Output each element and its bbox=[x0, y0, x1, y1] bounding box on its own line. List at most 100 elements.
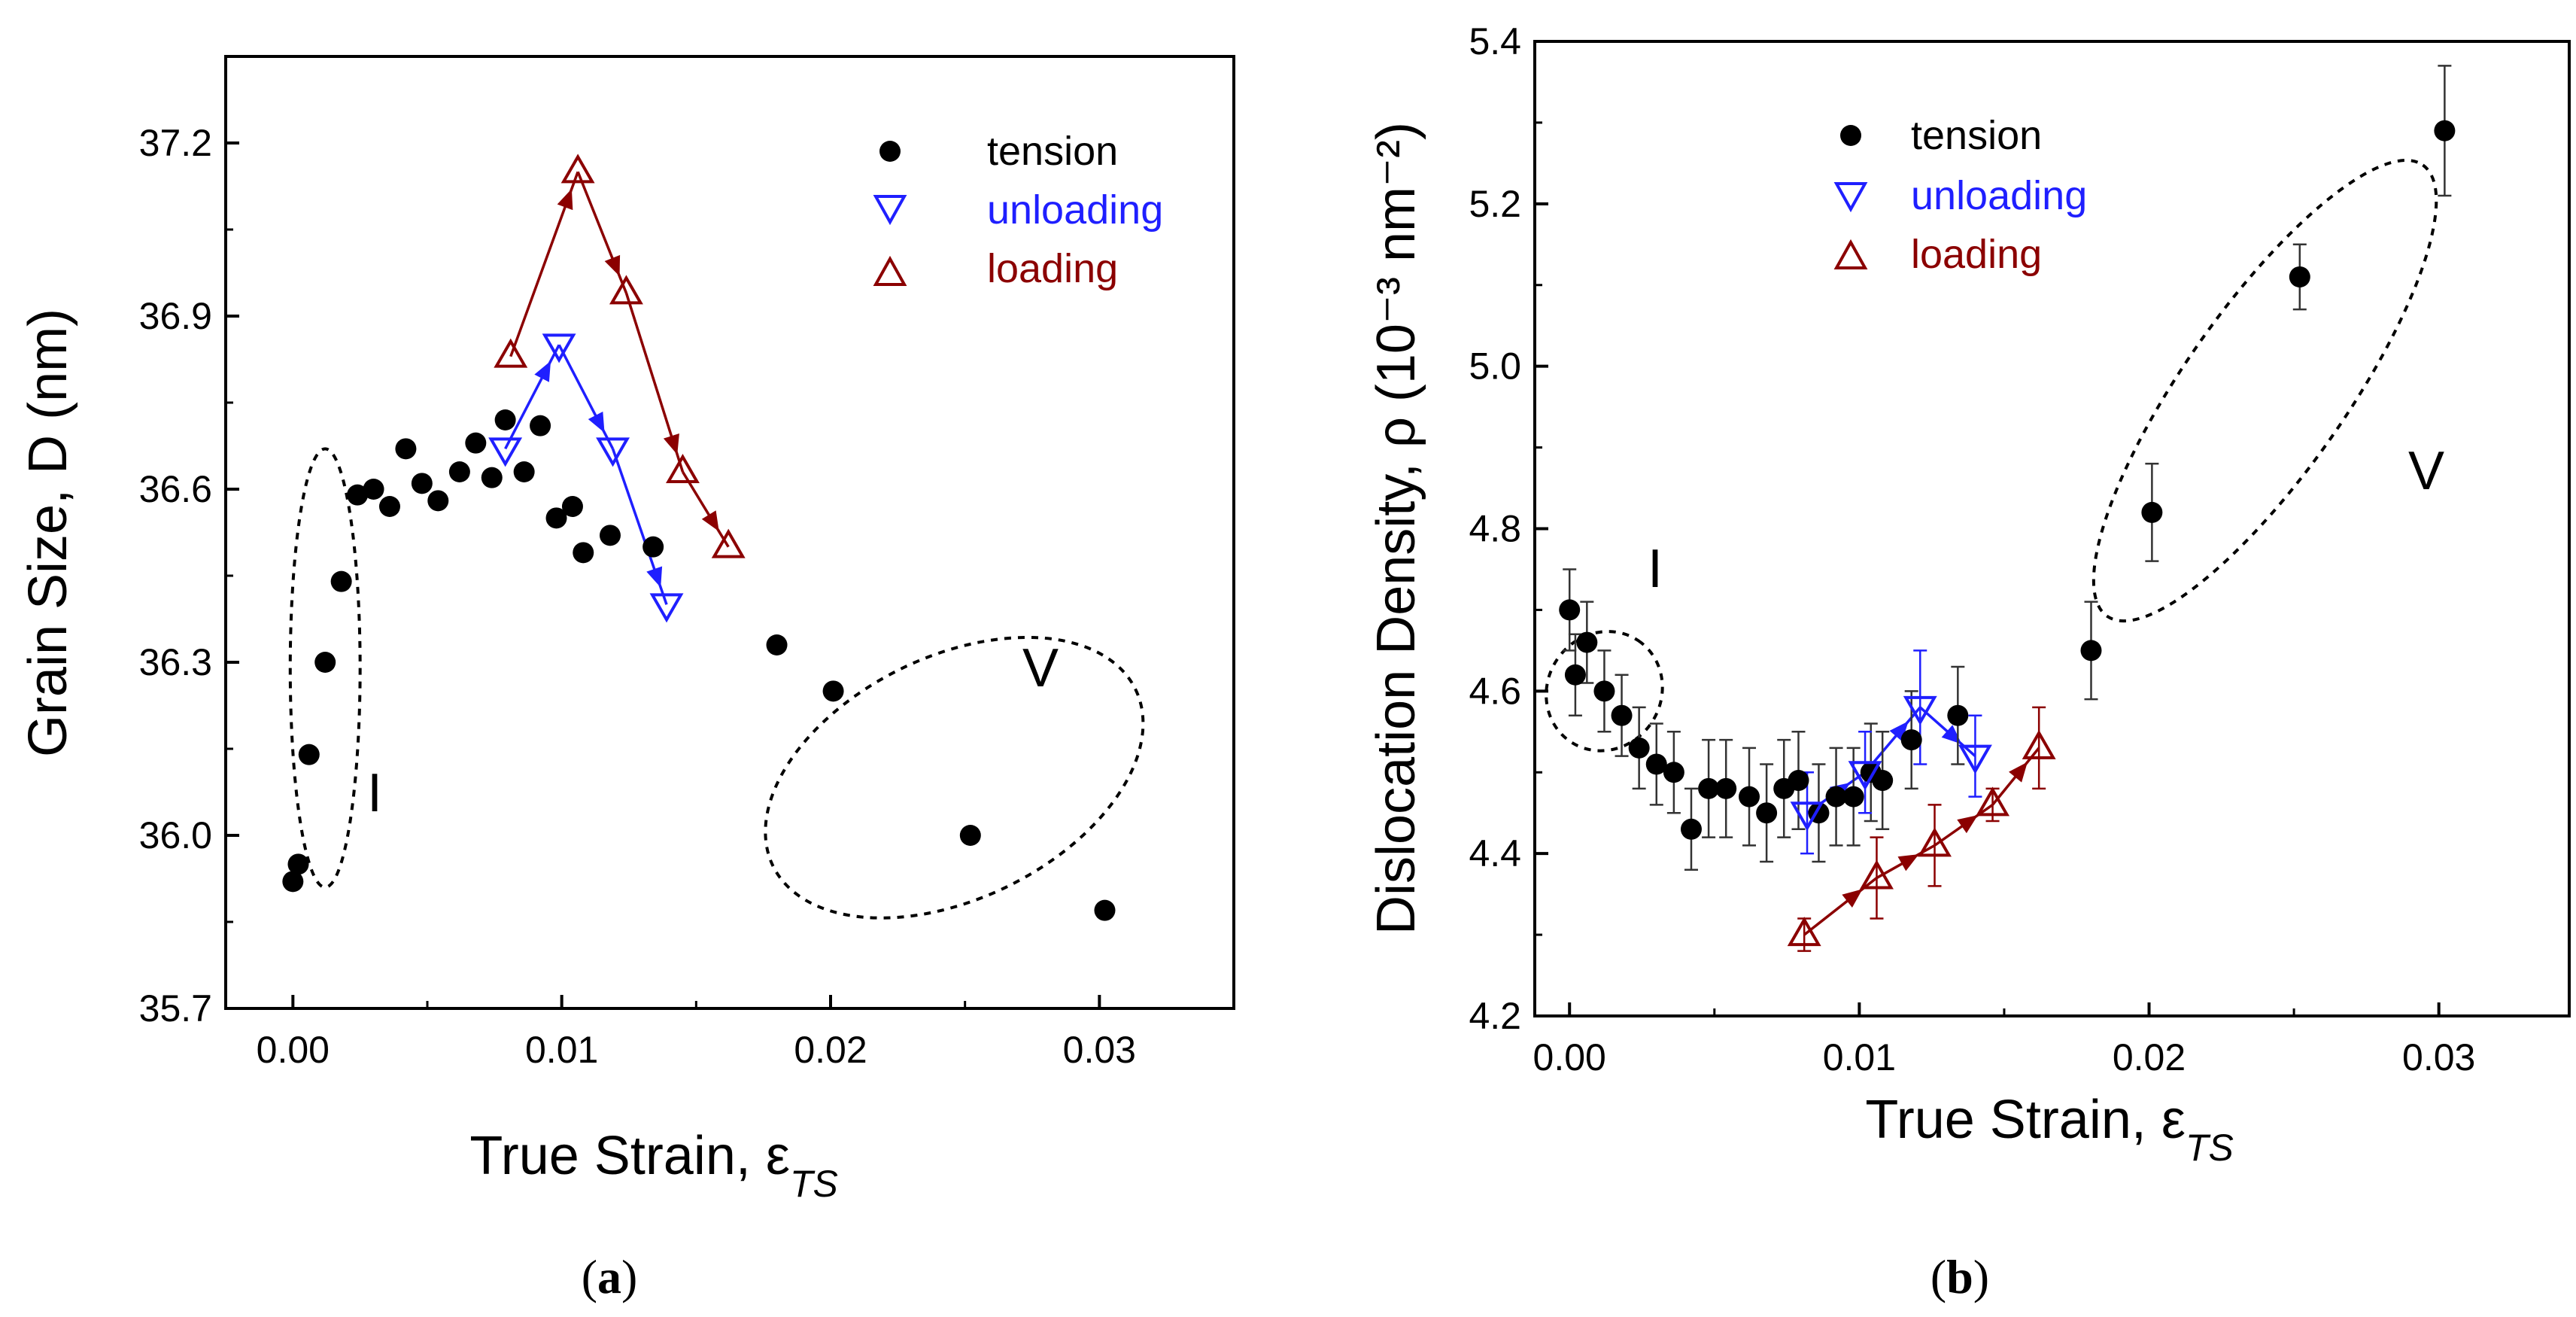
panel-a-loading-segment bbox=[681, 471, 730, 548]
panel-a-loading-point bbox=[609, 275, 643, 305]
panel-b-loading-point bbox=[1976, 786, 2010, 817]
panel-a-y-tick-label: 36.3 bbox=[139, 641, 212, 683]
panel-a-tension-point bbox=[427, 490, 449, 512]
panel-a-x-axis-label-subscript: TS bbox=[790, 1163, 838, 1205]
panel-a-tension-point bbox=[494, 409, 516, 430]
panel-a-x-tick-label: 0.01 bbox=[525, 1029, 598, 1071]
panel-a-tension-point bbox=[573, 542, 594, 564]
panel-b-x-tick-label: 0.03 bbox=[2402, 1036, 2475, 1078]
panel-a-y-tick-label: 37.2 bbox=[139, 122, 212, 164]
panel-b-x-tick-label: 0.02 bbox=[2113, 1036, 2186, 1078]
panel-a-legend: tension unloading loading bbox=[873, 129, 1163, 291]
panel-a-legend-unloading: unloading bbox=[987, 187, 1163, 233]
panel-a-region-label-i: I bbox=[367, 763, 382, 823]
panel-a-legend-marker-unloading bbox=[873, 195, 907, 226]
panel-a-caption-letter: a bbox=[597, 1250, 621, 1303]
panel-a-caption: (a) bbox=[582, 1250, 638, 1303]
panel-a-legend-marker-loading bbox=[873, 255, 907, 286]
panel-a-loading-arrowhead bbox=[701, 510, 719, 532]
panel-a-loading-arrowhead bbox=[604, 254, 621, 277]
panel-a-loading-point bbox=[666, 453, 700, 483]
panel-a-tension-point bbox=[448, 461, 470, 482]
panel-b-data-marks bbox=[1559, 120, 2456, 947]
panel-a-tension-point bbox=[959, 825, 981, 846]
panel-b-tension-point bbox=[1872, 770, 1894, 792]
panel-a-tension-point bbox=[481, 467, 503, 488]
panel-a-tension-point bbox=[530, 415, 551, 436]
panel-b-tension-point bbox=[1900, 729, 1922, 751]
panel-a-x-axis-label: True Strain, ε bbox=[469, 1126, 790, 1186]
panel-a-tension-point bbox=[599, 525, 621, 546]
panel-b-loading-point bbox=[2022, 729, 2056, 759]
panel-b-caption: (b) bbox=[1930, 1250, 1989, 1303]
panel-b-y-tick-label: 4.4 bbox=[1469, 832, 1521, 874]
panel-b-tension-point bbox=[1756, 802, 1778, 824]
panel-a-tension-point bbox=[314, 652, 336, 673]
panel-a-tension-point bbox=[298, 744, 320, 765]
panel-b-unloading-point bbox=[1958, 744, 1992, 774]
panel-b-y-tick-label: 4.8 bbox=[1469, 508, 1521, 550]
panel-a-unloading-point bbox=[596, 437, 630, 467]
panel-a-tension-point bbox=[347, 484, 369, 506]
panel-b-region-v bbox=[2091, 158, 2438, 623]
panel-a-tension-point bbox=[822, 680, 844, 702]
panel-b-tension-point bbox=[1628, 737, 1650, 759]
panel-b-legend-unloading: unloading bbox=[1911, 173, 2087, 218]
panel-b-loading-arrowhead bbox=[2009, 762, 2028, 783]
panel-b-tension-point bbox=[1663, 762, 1684, 783]
panel-a-plot-frame bbox=[224, 55, 1235, 1010]
panel-b-tension-point bbox=[1559, 599, 1581, 621]
panel-a-tension-point bbox=[287, 853, 309, 875]
panel-b-x-tick-label: 0.00 bbox=[1533, 1036, 1606, 1078]
panel-a-tension-point bbox=[330, 570, 352, 592]
panel-b-x-tick-label: 0.01 bbox=[1823, 1036, 1896, 1078]
panel-b-tension-point bbox=[1788, 770, 1809, 792]
panel-b-legend-marker-loading bbox=[1833, 239, 1868, 269]
panel-a-x-tick-label: 0.00 bbox=[257, 1029, 330, 1071]
panel-a-data-marks bbox=[282, 154, 1116, 921]
panel-a-y-tick-label: 36.0 bbox=[139, 814, 212, 856]
panel-b-tension-point bbox=[1947, 704, 1969, 726]
panel-b-tension-point bbox=[1593, 680, 1615, 702]
panel-b-tension-point bbox=[1576, 631, 1598, 653]
panel-b-tension-point bbox=[2141, 501, 2163, 523]
panel-b-legend-marker-tension bbox=[1840, 125, 1861, 146]
panel-b-tension-point bbox=[2289, 266, 2310, 287]
panel-b-unloading-point bbox=[1903, 695, 1937, 725]
panel-a-tension-point bbox=[513, 461, 535, 482]
panel-a-x-tick-label: 0.02 bbox=[794, 1029, 867, 1071]
panel-a-loading-arrowhead bbox=[557, 188, 573, 211]
panel-b-unloading-arrowhead bbox=[1889, 721, 1909, 742]
panel-a-unloading-point bbox=[542, 333, 576, 363]
panel-b-region-label-v: V bbox=[2408, 441, 2444, 501]
panel-b-unloading-point bbox=[1790, 801, 1824, 832]
panel-b-tension-point bbox=[1842, 786, 1864, 808]
panel-b: 0.00 0.01 0.02 0.034.24.44.64.85.05.25.4 I … bbox=[1366, 20, 2571, 1303]
panel-a-unloading-point bbox=[488, 437, 523, 467]
panel-a-tension-point bbox=[378, 496, 400, 517]
panel-b-legend: tension unloading loading bbox=[1833, 113, 2087, 277]
panel-b-unloading-arrowhead bbox=[1941, 725, 1962, 744]
panel-b-x-axis-label: True Strain, ε bbox=[1865, 1090, 2186, 1150]
panel-b-regions bbox=[1545, 158, 2438, 753]
panel-b-tension-point bbox=[1680, 818, 1702, 840]
panel-b-unloading-point bbox=[1848, 761, 1882, 791]
panel-b-loading-point bbox=[1787, 917, 1821, 947]
panel-a-x-tick-label: 0.03 bbox=[1063, 1029, 1136, 1071]
panel-b-caption-letter: b bbox=[1946, 1250, 1973, 1303]
panel-a-ticks: 0.00 0.01 0.02 0.03 35.7 36.0 36.3 36.6 36.9 37.2 bbox=[139, 122, 1136, 1071]
panel-a-legend-marker-tension bbox=[879, 141, 901, 162]
panel-a-loading-arrowhead bbox=[663, 433, 679, 455]
panel-a-legend-loading: loading bbox=[987, 246, 1118, 291]
panel-b-loading-arrowhead bbox=[1957, 815, 1978, 834]
panel-a-tension-point bbox=[395, 438, 417, 460]
panel-a-unloading-point bbox=[649, 593, 684, 623]
panel-a-y-tick-label: 36.9 bbox=[139, 295, 212, 337]
panel-b-loading-point bbox=[1918, 827, 1952, 857]
panel-a-unloading-segment bbox=[557, 344, 615, 450]
panel-b-y-tick-label: 5.2 bbox=[1469, 183, 1521, 225]
panel-a-y-tick-label: 36.6 bbox=[139, 468, 212, 510]
panel-a-unloading-arrowhead bbox=[588, 411, 605, 433]
panel-b-x-axis-label-subscript: TS bbox=[2186, 1127, 2234, 1169]
